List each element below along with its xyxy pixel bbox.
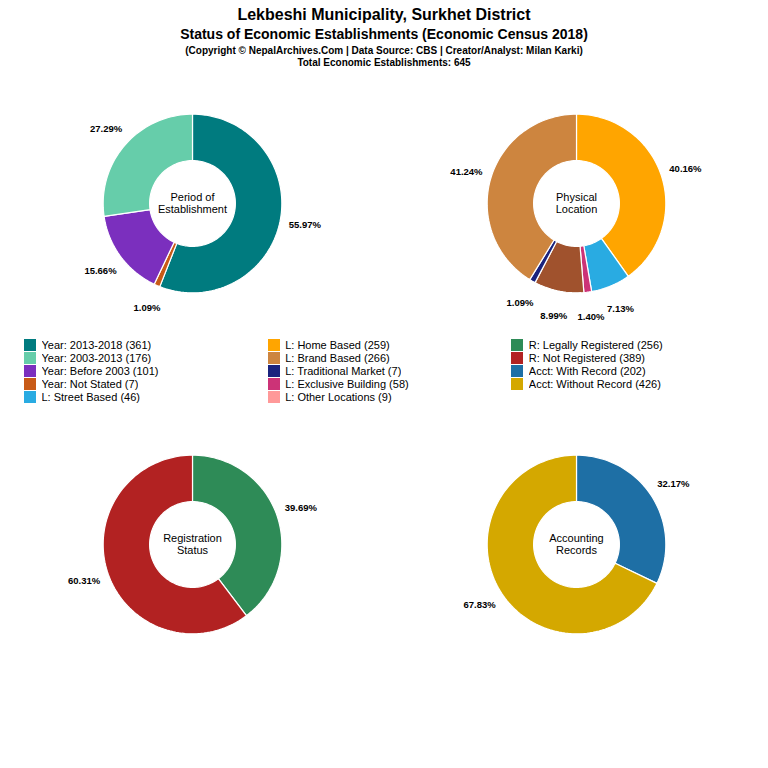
- svg-text:Period ofEstablishment: Period ofEstablishment: [158, 191, 227, 215]
- html-text:R: Legally Registered (256): R: Legally Registered (256): [528, 339, 663, 351]
- html-text:L: Exclusive Building (58): L: Exclusive Building (58): [285, 378, 409, 390]
- svg-text:32.17%: 32.17%: [657, 477, 690, 488]
- html-text:L: Street Based (46): L: Street Based (46): [41, 391, 140, 403]
- svg-text:8.99%: 8.99%: [540, 310, 567, 321]
- html-text:Total Economic Establishments:: Total Economic Establishments: 645: [297, 57, 471, 68]
- svg-text:AccountingRecords: AccountingRecords: [549, 532, 603, 556]
- svg-text:7.13%: 7.13%: [607, 303, 634, 314]
- svg-text:41.24%: 41.24%: [450, 166, 483, 177]
- html-text:Acct: With Record (202): Acct: With Record (202): [528, 365, 646, 377]
- html-text:Year: 2013-2018 (361): Year: 2013-2018 (361): [41, 339, 152, 351]
- html-text:Status of Economic Establishme: Status of Economic Establishments (Econo…: [180, 26, 588, 42]
- html-text:L: Home Based (259): L: Home Based (259): [285, 339, 390, 351]
- svg-text:27.29%: 27.29%: [90, 123, 123, 134]
- html-text:Year: Before 2003 (101): Year: Before 2003 (101): [41, 365, 159, 377]
- svg-text:55.97%: 55.97%: [289, 219, 322, 230]
- html-text:(Copyright © NepalArchives.Com: (Copyright © NepalArchives.Com | Data So…: [185, 45, 583, 56]
- svg-text:1.09%: 1.09%: [134, 302, 161, 313]
- svg-text:PhysicalLocation: PhysicalLocation: [556, 191, 598, 215]
- html-text:L: Traditional Market (7): L: Traditional Market (7): [285, 365, 402, 377]
- svg-text:1.40%: 1.40%: [577, 311, 604, 322]
- html-text:Year: Not Stated (7): Year: Not Stated (7): [41, 378, 139, 390]
- svg-text:67.83%: 67.83%: [464, 599, 497, 610]
- html-text:Acct: Without Record (426): Acct: Without Record (426): [528, 378, 661, 390]
- svg-text:15.66%: 15.66%: [84, 265, 117, 276]
- svg-text:1.09%: 1.09%: [507, 297, 534, 308]
- svg-text:RegistrationStatus: RegistrationStatus: [163, 532, 222, 556]
- svg-text:60.31%: 60.31%: [68, 574, 101, 585]
- svg-text:40.16%: 40.16%: [669, 163, 702, 174]
- html-text:L: Other Locations (9): L: Other Locations (9): [285, 391, 392, 403]
- html-text:Year: 2003-2013 (176): Year: 2003-2013 (176): [41, 352, 152, 364]
- html-text:Lekbeshi Municipality, Surkhet: Lekbeshi Municipality, Surkhet District: [237, 6, 531, 23]
- html-text:L: Brand Based (266): L: Brand Based (266): [285, 352, 390, 364]
- svg-text:39.69%: 39.69%: [285, 502, 318, 513]
- html-text:R: Not Registered (389): R: Not Registered (389): [528, 352, 645, 364]
